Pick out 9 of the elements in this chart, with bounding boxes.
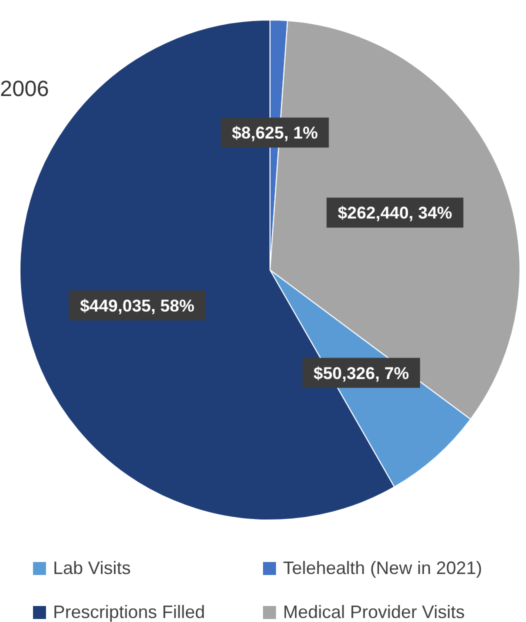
legend-label: Medical Provider Visits	[283, 602, 465, 622]
data-label: $262,440, 34%	[338, 204, 452, 223]
data-label: $449,035, 58%	[80, 296, 194, 316]
data-label: $50,326, 7%	[314, 364, 409, 383]
text: 2006	[0, 76, 49, 101]
legend-label: Prescriptions Filled	[53, 602, 206, 622]
data-label: $8,625, 1%	[232, 124, 318, 143]
legend-label: Telehealth (New in 2021)	[283, 558, 482, 578]
legend-label: Lab Visits	[53, 558, 131, 578]
